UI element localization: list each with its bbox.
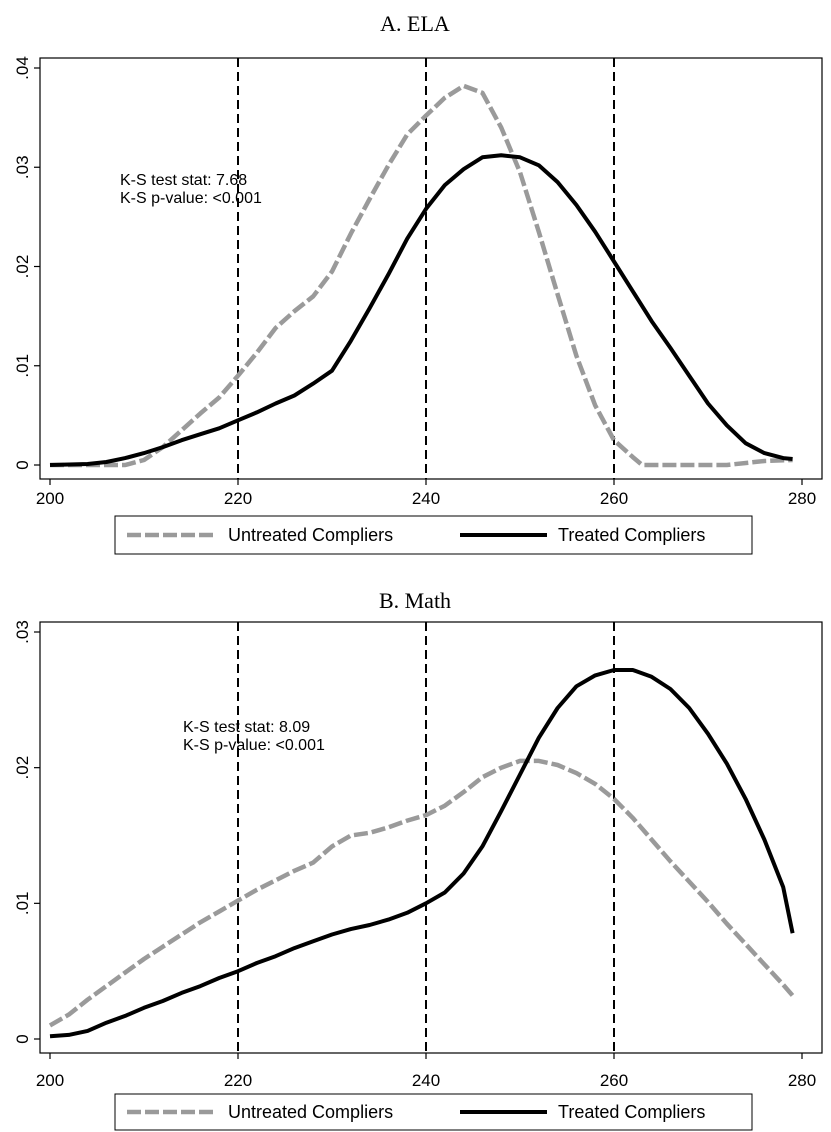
y-tick-label: .02 (13, 756, 32, 780)
legend-box (114, 515, 753, 555)
legend-box (114, 1093, 753, 1131)
y-tick-label: 0 (13, 460, 32, 469)
y-tick-label: .02 (13, 255, 32, 279)
series-line-treated (49, 153, 793, 467)
ks-annotation: K-S test stat: 8.09 (183, 719, 310, 736)
ks-annotation: K-S p-value: <0.001 (120, 190, 262, 207)
y-tick-label: .03 (13, 155, 32, 179)
ks-annotation: K-S p-value: <0.001 (183, 737, 325, 754)
legend: Untreated Compliers Treated Compliers (114, 1093, 753, 1131)
y-tick-label: .01 (13, 892, 32, 916)
x-tick-label: 280 (788, 489, 816, 508)
y-tick-label: .04 (13, 56, 32, 80)
plot-frame (39, 57, 823, 480)
x-tick-label: 260 (600, 489, 628, 508)
legend-label-treated: Treated Compliers (558, 1102, 705, 1122)
y-tick-label: 0 (13, 1034, 32, 1043)
x-tick-label: 260 (600, 1071, 628, 1090)
x-tick-label: 220 (224, 1071, 252, 1090)
series-line-treated (49, 668, 795, 1039)
x-tick-label: 240 (412, 1071, 440, 1090)
legend-label-treated: Treated Compliers (558, 525, 705, 545)
legend: Untreated Compliers Treated Compliers (114, 515, 753, 555)
x-tick-label: 280 (788, 1071, 816, 1090)
chart-panel-2: B. Math 0 .01 .02 .03 200 220 240 260 280 K-S test… (13, 588, 823, 1131)
chart-panel-1: A. ELA 0 .01 .02 .03 .04 200 220 240 260 280 K-S te… (13, 11, 823, 555)
series-line-untreated (50, 83, 793, 468)
x-tick-label: 220 (224, 489, 252, 508)
x-tick-label: 200 (36, 1071, 64, 1090)
ks-annotation: K-S test stat: 7.68 (120, 172, 247, 189)
x-tick-label: 200 (36, 489, 64, 508)
chart-title: B. Math (379, 588, 451, 613)
x-tick-label: 240 (412, 489, 440, 508)
y-tick-label: .03 (13, 620, 32, 644)
legend-label-untreated: Untreated Compliers (228, 525, 393, 545)
y-tick-label: .01 (13, 354, 32, 378)
legend-label-untreated: Untreated Compliers (228, 1102, 393, 1122)
series-line-untreated (48, 758, 795, 1028)
plot-frame (39, 621, 823, 1054)
chart-title: A. ELA (380, 11, 450, 36)
